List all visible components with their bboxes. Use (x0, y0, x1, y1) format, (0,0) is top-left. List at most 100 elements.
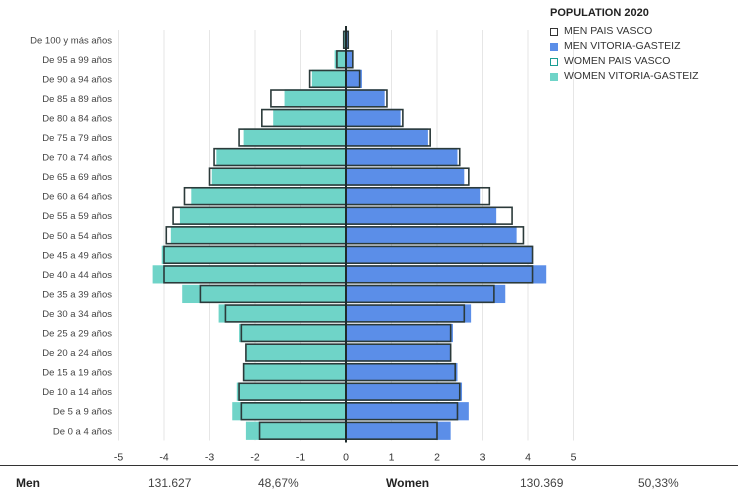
category-label: De 45 a 49 años (42, 250, 112, 261)
women-vitoria-bar (243, 363, 346, 382)
men-vitoria-bar (346, 343, 451, 362)
women-label: Women (386, 476, 430, 490)
x-axis-ticks: -5 -4 -3 -2 -1 0 1 2 3 4 5 (114, 452, 577, 462)
category-label: De 25 a 29 años (42, 329, 112, 340)
legend-label: WOMEN VITORIA-GASTEIZ (564, 70, 699, 82)
men-vitoria-bar (346, 402, 469, 421)
women-vitoria-bar (245, 421, 346, 440)
men-vitoria-bar (346, 167, 465, 186)
category-label: De 35 a 39 años (42, 289, 112, 300)
legend-swatch (550, 27, 558, 36)
legend-item: MEN PAIS VASCO (550, 24, 699, 39)
category-label: De 60 a 64 años (42, 192, 112, 203)
women-percentage: 50,33% (638, 476, 679, 490)
men-vitoria-bar (346, 128, 428, 147)
men-vitoria-bar (346, 89, 385, 108)
legend-swatch (550, 57, 558, 66)
x-tick-label: 5 (571, 452, 577, 462)
category-labels: De 100 y más años De 95 a 99 años De 90 a … (30, 35, 112, 437)
category-label: De 55 a 59 años (42, 211, 112, 222)
x-tick-label: -2 (250, 452, 259, 462)
men-vitoria-bar (346, 284, 506, 304)
men-vitoria-bar (346, 30, 349, 49)
women-vitoria-bar (343, 30, 346, 49)
women-vitoria-bar (273, 108, 346, 128)
category-label: De 70 a 74 años (42, 153, 112, 164)
category-label: De 20 a 24 años (42, 348, 112, 359)
category-label: De 40 a 44 años (42, 270, 112, 281)
legend: POPULATION 2020 MEN PAIS VASCO MEN VITORI… (550, 6, 699, 84)
x-tick-label: 3 (480, 452, 486, 462)
women-vitoria-bar (284, 89, 346, 108)
women-vitoria-bar (232, 402, 346, 421)
women-total: 130.369 (520, 476, 564, 490)
category-label: De 85 a 89 años (42, 94, 112, 105)
x-tick-label: 4 (525, 452, 531, 462)
women-vitoria-bar (161, 245, 346, 264)
men-vitoria-bar (346, 187, 481, 206)
women-vitoria-bar (152, 265, 346, 284)
category-label: De 50 a 54 años (42, 231, 112, 242)
women-vitoria-bar (245, 343, 346, 362)
men-vitoria-bar (346, 382, 463, 401)
legend-item: MEN VITORIA-GASTEIZ (550, 39, 699, 54)
women-vitoria-bar (216, 147, 346, 167)
women-vitoria-bar (218, 304, 346, 323)
category-label: De 15 a 19 años (42, 368, 112, 379)
men-vitoria-bar (346, 304, 472, 323)
legend-label: MEN VITORIA-GASTEIZ (564, 40, 681, 52)
category-label: De 90 a 94 años (42, 74, 112, 85)
women-vitoria-bar (334, 50, 346, 69)
x-tick-label: -3 (205, 452, 214, 462)
legend-title: POPULATION 2020 (550, 7, 649, 19)
women-vitoria-bar (236, 382, 346, 401)
category-label: De 95 a 99 años (42, 55, 112, 66)
women-vitoria-bar (170, 226, 346, 245)
legend-label: MEN PAIS VASCO (564, 25, 653, 37)
men-vitoria-bar (346, 147, 458, 167)
men-label: Men (16, 476, 40, 490)
men-vitoria-bar (346, 50, 353, 69)
women-vitoria-bar (179, 206, 346, 225)
men-percentage: 48,67% (258, 476, 299, 490)
legend-label: WOMEN PAIS VASCO (564, 55, 671, 67)
chart-bars (152, 26, 547, 443)
x-tick-label: -5 (114, 452, 123, 462)
legend-swatch (550, 42, 558, 51)
x-tick-label: -1 (296, 452, 305, 462)
women-vitoria-bar (239, 323, 346, 343)
men-vitoria-bar (346, 265, 547, 284)
x-tick-label: 2 (434, 452, 440, 462)
women-vitoria-bar (182, 284, 346, 304)
category-label: De 100 y más años (30, 35, 112, 46)
category-label: De 5 a 9 años (53, 407, 112, 418)
totals-footer: Men 131.627 48,67% Women 130.369 50,33% (0, 465, 738, 496)
women-vitoria-bar (243, 128, 346, 147)
men-vitoria-bar (346, 108, 401, 128)
legend-items: MEN PAIS VASCO MEN VITORIA-GASTEIZ WOMEN P… (550, 24, 699, 84)
men-vitoria-bar (346, 421, 451, 440)
men-vitoria-bar (346, 226, 517, 245)
men-total: 131.627 (148, 476, 192, 490)
population-pyramid-chart: De 100 y más años De 95 a 99 años De 90 a … (30, 26, 577, 462)
men-vitoria-bar (346, 363, 458, 382)
category-label: De 10 a 14 años (42, 387, 112, 398)
x-tick-label: 0 (343, 452, 349, 462)
women-vitoria-bar (191, 187, 346, 206)
category-label: De 75 a 79 años (42, 133, 112, 144)
women-vitoria-bar (211, 167, 346, 186)
men-vitoria-bar (346, 323, 453, 343)
legend-item: WOMEN VITORIA-GASTEIZ (550, 69, 699, 84)
x-tick-label: -4 (159, 452, 168, 462)
category-label: De 65 a 69 años (42, 172, 112, 183)
women-vitoria-bar (311, 69, 346, 88)
men-vitoria-bar (346, 245, 533, 264)
x-tick-label: 1 (389, 452, 395, 462)
category-label: De 30 a 34 años (42, 309, 112, 320)
men-vitoria-bar (346, 69, 362, 88)
legend-swatch (550, 72, 558, 81)
category-label: De 0 a 4 años (53, 426, 112, 437)
legend-item: WOMEN PAIS VASCO (550, 54, 699, 69)
men-vitoria-bar (346, 206, 497, 225)
category-label: De 80 a 84 años (42, 113, 112, 124)
